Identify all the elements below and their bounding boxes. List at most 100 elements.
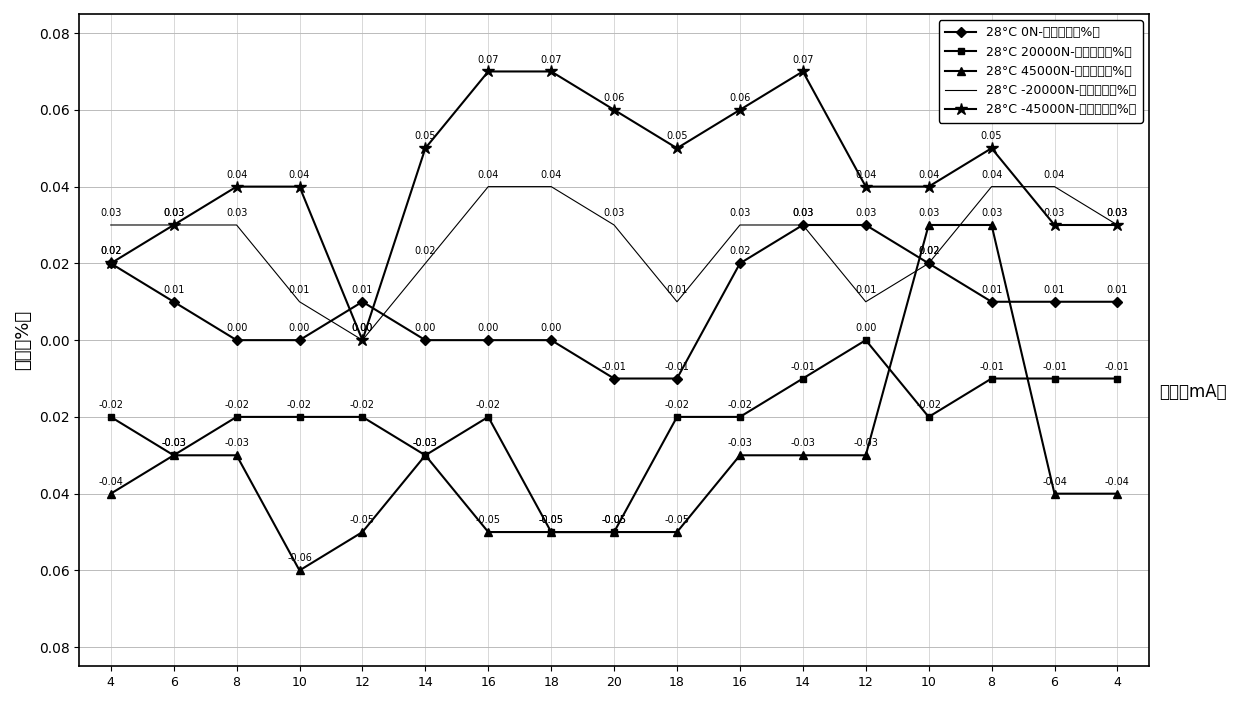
Text: -0.01: -0.01 (1042, 361, 1066, 372)
Text: -0.01: -0.01 (980, 361, 1004, 372)
28°C -20000N-定位精度（%） (543, 182, 558, 191)
Line: 28°C -20000N-定位精度（%）: 28°C -20000N-定位精度（%） (110, 186, 1117, 340)
28°C 20000N-定位精度（%） (1047, 374, 1061, 382)
Text: 0.06: 0.06 (729, 93, 750, 103)
Text: -0.01: -0.01 (665, 361, 689, 372)
28°C -45000N-定位精度（%） (1047, 221, 1061, 229)
28°C -45000N-定位精度（%） (481, 67, 496, 76)
Text: 0.04: 0.04 (541, 169, 562, 180)
28°C 20000N-定位精度（%） (543, 528, 558, 536)
Text: 0.00: 0.00 (856, 323, 877, 333)
28°C 20000N-定位精度（%） (229, 413, 244, 421)
28°C -20000N-定位精度（%） (1110, 221, 1125, 229)
Text: 0.04: 0.04 (856, 169, 877, 180)
28°C 0N-定位精度（%） (921, 259, 936, 268)
28°C 20000N-定位精度（%） (418, 451, 433, 460)
Text: -0.05: -0.05 (538, 515, 564, 525)
Text: 0.04: 0.04 (981, 169, 1002, 180)
Line: 28°C 45000N-定位精度（%）: 28°C 45000N-定位精度（%） (107, 221, 1122, 574)
Text: 0.03: 0.03 (918, 208, 940, 218)
Text: 0.05: 0.05 (981, 131, 1002, 141)
28°C 0N-定位精度（%） (1110, 297, 1125, 306)
28°C 0N-定位精度（%） (1047, 297, 1061, 306)
28°C 45000N-定位精度（%） (1110, 489, 1125, 498)
Text: 0.01: 0.01 (666, 285, 688, 295)
Text: -0.03: -0.03 (853, 439, 878, 449)
28°C 0N-定位精度（%） (166, 297, 181, 306)
Text: 0.02: 0.02 (414, 247, 436, 257)
28°C -20000N-定位精度（%） (858, 297, 873, 306)
Legend: 28°C 0N-定位精度（%）, 28°C 20000N-定位精度（%）, 28°C 45000N-定位精度（%）, 28°C -20000N-定位精度（%）,: 28°C 0N-定位精度（%）, 28°C 20000N-定位精度（%）, 28… (939, 20, 1142, 122)
Text: 0.03: 0.03 (1107, 208, 1128, 218)
Text: 0.02: 0.02 (918, 247, 940, 257)
Text: -0.03: -0.03 (413, 439, 438, 449)
Text: -0.05: -0.05 (601, 515, 626, 525)
Text: 0.01: 0.01 (1107, 285, 1128, 295)
28°C -20000N-定位精度（%） (103, 221, 118, 229)
28°C 0N-定位精度（%） (795, 221, 810, 229)
Text: 0.01: 0.01 (162, 285, 185, 295)
Text: 0.00: 0.00 (541, 323, 562, 333)
Text: 0.03: 0.03 (729, 208, 750, 218)
Text: -0.04: -0.04 (1105, 477, 1130, 486)
28°C 45000N-定位精度（%） (733, 451, 748, 460)
28°C 0N-定位精度（%） (418, 336, 433, 344)
Text: 电流（mA）: 电流（mA） (1159, 383, 1228, 401)
Text: 0.03: 0.03 (604, 208, 625, 218)
Text: -0.03: -0.03 (790, 439, 815, 449)
28°C 20000N-定位精度（%） (733, 413, 748, 421)
Text: -0.03: -0.03 (413, 439, 438, 449)
Text: -0.02: -0.02 (665, 400, 689, 410)
Text: 0.06: 0.06 (604, 93, 625, 103)
Text: 0.00: 0.00 (352, 323, 373, 333)
Text: -0.03: -0.03 (161, 439, 186, 449)
28°C 20000N-定位精度（%） (166, 451, 181, 460)
28°C 45000N-定位精度（%） (921, 221, 936, 229)
Text: -0.01: -0.01 (1105, 361, 1130, 372)
Text: 0.01: 0.01 (352, 285, 373, 295)
Text: -0.04: -0.04 (98, 477, 123, 486)
Text: 0.03: 0.03 (226, 208, 247, 218)
Text: 0.03: 0.03 (162, 208, 185, 218)
Text: -0.01: -0.01 (601, 361, 626, 372)
28°C 0N-定位精度（%） (985, 297, 999, 306)
Text: 0.04: 0.04 (289, 169, 310, 180)
Text: -0.01: -0.01 (790, 361, 815, 372)
Text: 0.04: 0.04 (477, 169, 498, 180)
Text: -0.05: -0.05 (476, 515, 501, 525)
28°C 45000N-定位精度（%） (795, 451, 810, 460)
Text: 0.00: 0.00 (226, 323, 247, 333)
Text: 0.03: 0.03 (1044, 208, 1065, 218)
28°C 20000N-定位精度（%） (293, 413, 308, 421)
28°C 0N-定位精度（%） (293, 336, 308, 344)
28°C -45000N-定位精度（%） (166, 221, 181, 229)
28°C 0N-定位精度（%） (670, 374, 684, 382)
28°C 20000N-定位精度（%） (921, 413, 936, 421)
Text: 0.05: 0.05 (666, 131, 688, 141)
Text: -0.05: -0.05 (538, 515, 564, 525)
Text: 0.04: 0.04 (226, 169, 247, 180)
28°C 0N-定位精度（%） (733, 259, 748, 268)
28°C 45000N-定位精度（%） (229, 451, 244, 460)
28°C 20000N-定位精度（%） (858, 336, 873, 344)
28°C -45000N-定位精度（%） (1110, 221, 1125, 229)
Text: -0.03: -0.03 (224, 439, 249, 449)
28°C 0N-定位精度（%） (355, 297, 370, 306)
Text: -0.05: -0.05 (601, 515, 626, 525)
Text: 0.00: 0.00 (477, 323, 498, 333)
28°C 45000N-定位精度（%） (293, 566, 308, 574)
28°C 0N-定位精度（%） (606, 374, 621, 382)
28°C -45000N-定位精度（%） (103, 259, 118, 268)
Text: 0.05: 0.05 (414, 131, 436, 141)
Line: 28°C -45000N-定位精度（%）: 28°C -45000N-定位精度（%） (104, 65, 1123, 347)
28°C -20000N-定位精度（%） (670, 297, 684, 306)
28°C 20000N-定位精度（%） (606, 528, 621, 536)
Text: 0.04: 0.04 (1044, 169, 1065, 180)
Text: -0.02: -0.02 (728, 400, 753, 410)
Text: 0.00: 0.00 (414, 323, 436, 333)
Text: -0.06: -0.06 (288, 553, 312, 564)
Text: 0.01: 0.01 (289, 285, 310, 295)
Text: 0.03: 0.03 (792, 208, 813, 218)
Text: -0.02: -0.02 (476, 400, 501, 410)
Text: 0.00: 0.00 (352, 323, 373, 333)
